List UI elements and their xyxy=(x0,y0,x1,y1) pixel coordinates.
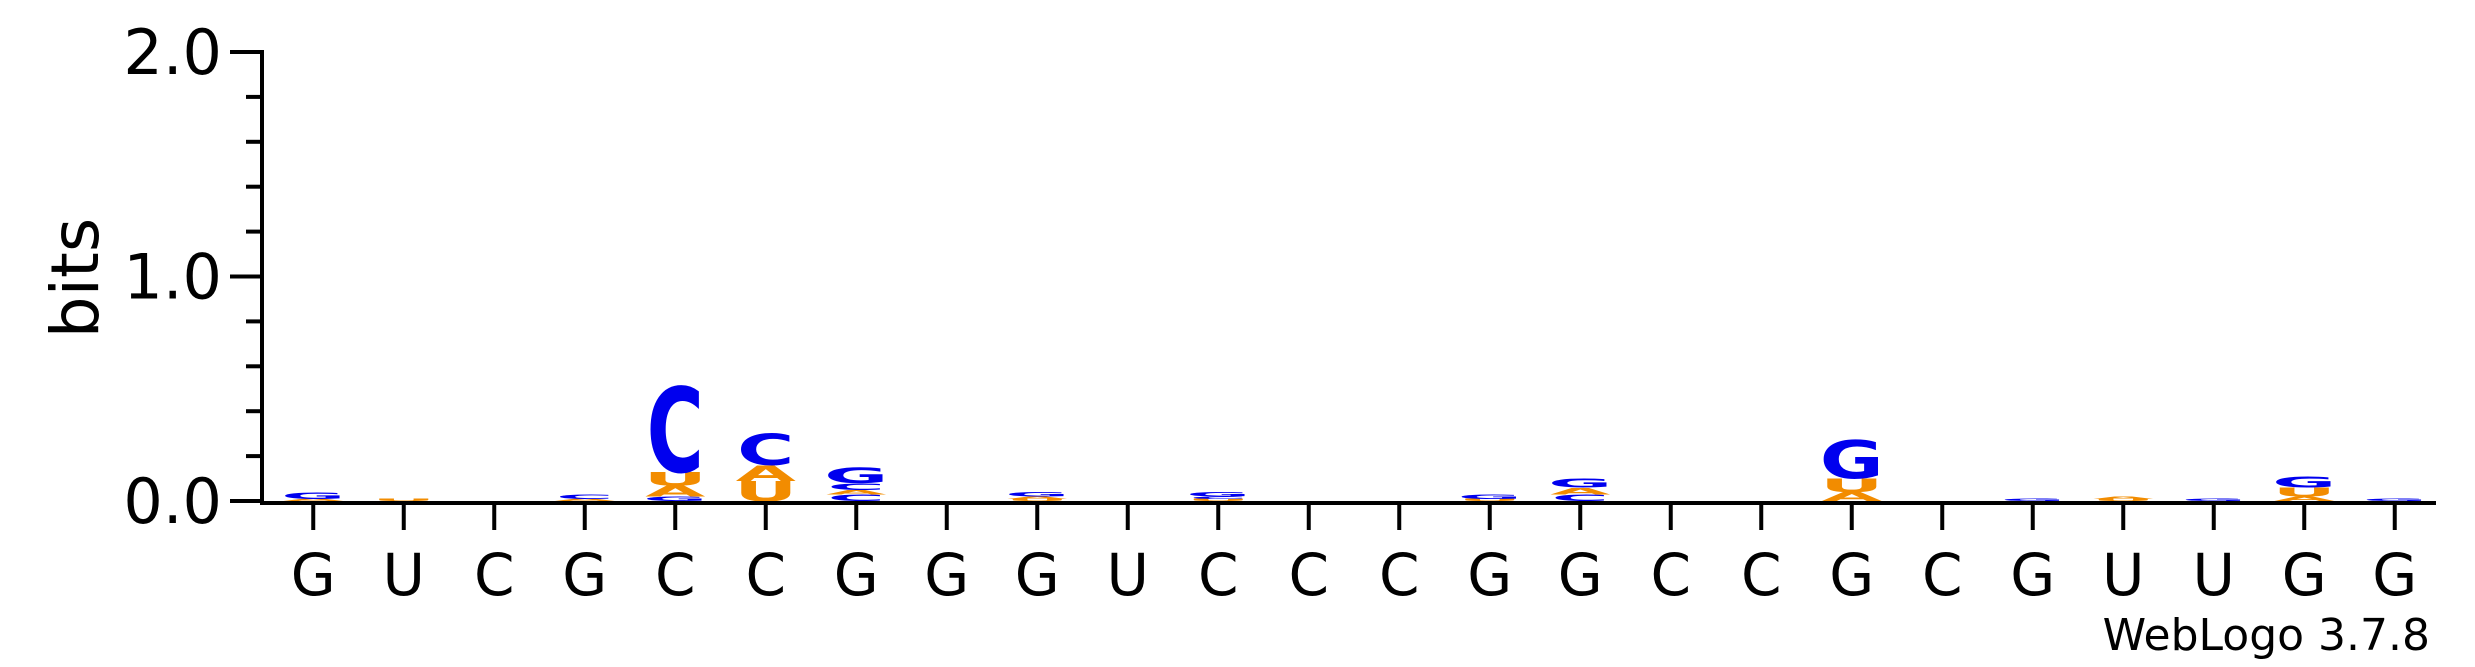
x-tick-label: U xyxy=(2193,541,2235,609)
logo-letter-a: A xyxy=(555,498,616,502)
x-tick-label: U xyxy=(383,541,425,609)
x-tick-label: C xyxy=(1289,541,1330,609)
logo-letter-u: U xyxy=(1458,498,1521,502)
y-tick-label: 0.0 xyxy=(123,465,222,538)
logo-letter-g: G xyxy=(281,490,345,501)
logo-letter-g: G xyxy=(2182,498,2246,502)
x-tick-label: G xyxy=(2010,541,2055,609)
logo-letter-u: U xyxy=(2273,485,2336,499)
x-tick-label: U xyxy=(2102,541,2144,609)
x-tick-label: G xyxy=(562,541,607,609)
x-tick-label: C xyxy=(1379,541,1420,609)
logo-letter-a: A xyxy=(283,498,344,502)
x-tick-label: C xyxy=(1651,541,1692,609)
logo-letter-a: A xyxy=(736,461,796,486)
version-label: WebLogo 3.7.8 xyxy=(2103,610,2430,661)
logo-letter-g: G xyxy=(2272,474,2336,492)
x-tick-label: C xyxy=(1741,541,1782,609)
logo-letter-u: U xyxy=(1187,498,1250,502)
logo-letter-a: A xyxy=(2274,495,2335,502)
logo-letter-c: C xyxy=(737,425,794,475)
x-tick-label: G xyxy=(291,541,336,609)
y-tick-label: 2.0 xyxy=(123,16,222,89)
logo-letter-u: U xyxy=(644,468,707,489)
logo-letter-a: A xyxy=(645,483,706,501)
x-tick-label: G xyxy=(2372,541,2417,609)
x-tick-label: C xyxy=(655,541,696,609)
logo-letter-g: G xyxy=(1820,430,1884,491)
logo-letter-u: U xyxy=(1820,475,1883,496)
x-tick-label: G xyxy=(2282,541,2327,609)
x-tick-label: G xyxy=(924,541,969,609)
logo-letter-a: A xyxy=(2093,496,2154,500)
y-ticks: 0.0 1.0 2.0 xyxy=(123,16,262,538)
logo-letter-g: G xyxy=(1548,476,1612,490)
y-axis-label: bits xyxy=(37,218,114,339)
logo-letter-c: C xyxy=(828,481,885,492)
logo-letter-g: G xyxy=(2363,498,2427,502)
logo-letter-a: A xyxy=(1550,486,1610,497)
logo-letter-u: U xyxy=(372,498,435,502)
logo-letter-c: C xyxy=(556,493,613,500)
logo-letter-c: C xyxy=(828,493,885,504)
logo-letter-g: G xyxy=(2001,498,2065,502)
x-tick-label: G xyxy=(1829,541,1874,609)
x-tick-label: C xyxy=(1922,541,1963,609)
logo-letter-a: A xyxy=(1822,490,1882,504)
x-tick-label: C xyxy=(1198,541,1239,609)
logo-letter-g: G xyxy=(1005,491,1069,498)
x-tick-label: G xyxy=(1015,541,1060,609)
logo-letter-a: A xyxy=(826,489,887,496)
x-tick-label: G xyxy=(1467,541,1512,609)
x-tick-label: G xyxy=(1558,541,1603,609)
logo-letter-a: A xyxy=(1007,496,1068,500)
y-tick-label: 1.0 xyxy=(123,241,222,314)
logo-letter-g: G xyxy=(1186,491,1250,498)
logo-letter-c: C xyxy=(1190,496,1247,500)
logo-letter-g: G xyxy=(1458,493,1522,500)
logo-letter-u: U xyxy=(1006,498,1069,502)
logo-letter-c: C xyxy=(1552,493,1609,504)
logo-letter-u: U xyxy=(2092,498,2155,502)
logo-letter-g: G xyxy=(824,463,888,488)
logo-letter-g: G xyxy=(643,495,707,502)
x-tick-label: G xyxy=(834,541,879,609)
x-tick-label: U xyxy=(1107,541,1149,609)
x-tick-label: C xyxy=(746,541,787,609)
logo-letter-c: C xyxy=(647,365,704,500)
x-tick-label: C xyxy=(474,541,515,609)
